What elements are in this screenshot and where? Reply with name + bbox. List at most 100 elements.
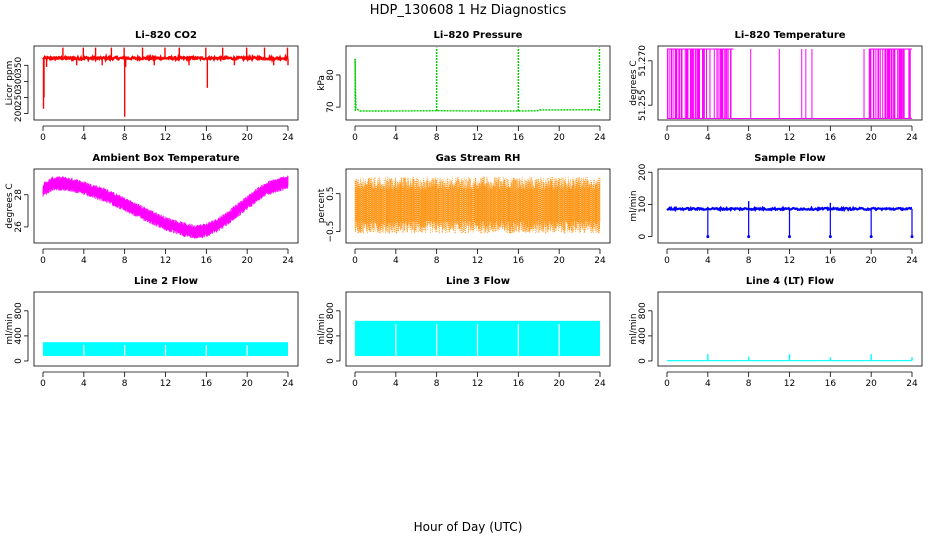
x-tick-label-0: 0 [664,256,670,266]
panel-rh: Gas Stream RH percent 0 4 8 12 16 20 24 −0.5 0.5 [317,153,611,266]
x-tick-label-3: 12 [160,133,171,143]
sample-flow-dip-point-0 [706,235,710,239]
x-tick-label-0: 0 [40,256,46,266]
x-tick-label-1: 4 [705,133,711,143]
x-tick-label-5: 20 [241,256,253,266]
x-tick-label-1: 4 [393,256,399,266]
panel-line4: Line 4 (LT) Flow ml/min 0 4 8 12 16 20 24 0 400 800 [629,276,923,389]
panel-ambient_temp: Ambient Box Temperature degrees C 0 4 8 12 16 2… [5,153,299,266]
sample-flow-dip-point-4 [869,235,873,239]
x-tick-label-4: 16 [825,133,837,143]
x-tick-label-0: 0 [40,133,46,143]
panel-co2: Li–820 CO2 Licor ppm 0 4 8 12 16 20 24 2002503003… [5,30,299,143]
y-tick-label-0: 0 [14,358,24,364]
plot-frame [345,45,611,121]
y-axis-label: degrees C [629,60,639,105]
y-axis-label: ml/min [629,313,639,344]
series-line2 [43,342,288,356]
series-co2 [42,47,289,117]
y-tick-label-2: 800 [326,302,336,319]
x-tick-label-5: 20 [241,133,253,143]
plot-frame [657,168,923,244]
sample-flow-dip-point-5 [910,235,914,239]
series-rh [354,176,601,234]
panel-title: Ambient Box Temperature [92,153,239,164]
panel-pressure: Li–820 Pressure kPa 0 4 8 12 16 20 24 70 80 [317,30,611,143]
x-tick-label-1: 4 [81,379,87,389]
x-tick-label-6: 24 [282,379,294,389]
x-tick-label-4: 16 [513,379,525,389]
x-tick-label-1: 4 [705,379,711,389]
x-tick-label-5: 20 [865,256,877,266]
x-tick-label-5: 20 [553,379,565,389]
panel-title: Line 2 Flow [134,276,198,287]
x-tick-label-5: 20 [553,256,565,266]
x-tick-label-1: 4 [81,133,87,143]
x-tick-label-5: 20 [241,379,253,389]
x-tick-label-3: 12 [160,379,171,389]
x-tick-label-4: 16 [201,256,213,266]
panel-licor_temp: Li–820 Temperature degrees C 0 4 8 12 16 20 24 51… [629,30,923,143]
panel-sample_flow: Sample Flow ml/min 0 4 8 12 16 20 24 0 100 200 [629,153,923,266]
x-tick-label-0: 0 [40,379,46,389]
x-tick-label-1: 4 [81,256,87,266]
y-tick-label-1: 100 [638,196,648,213]
plot-frame [657,291,923,367]
y-tick-label-3: 350 [14,56,24,73]
sample-flow-dip-point-1 [747,235,751,239]
x-tick-label-3: 12 [472,379,483,389]
y-axis-label: Licor ppm [5,61,15,106]
y-tick-label-1: 0.5 [326,187,336,201]
x-tick-label-2: 8 [746,256,752,266]
y-tick-label-2: 300 [14,73,24,90]
y-axis-label: ml/min [629,190,639,221]
y-axis-label: ml/min [317,313,327,344]
x-tick-label-0: 0 [352,133,358,143]
x-tick-label-6: 24 [594,256,606,266]
panel-title: Line 3 Flow [446,276,510,287]
x-tick-label-0: 0 [352,379,358,389]
x-tick-label-2: 8 [122,133,128,143]
plot-frame [345,168,611,244]
panel-title: Li–820 Pressure [434,30,523,41]
y-tick-label-0: 0 [326,358,336,364]
x-tick-label-3: 12 [784,379,795,389]
y-tick-label-1: 80 [326,69,336,81]
x-tick-label-6: 24 [594,379,606,389]
sample-flow-dip-point-3 [828,235,832,239]
plot-frame [33,45,299,121]
series-sample_flow [666,201,914,239]
x-tick-label-4: 16 [513,133,525,143]
y-tick-label-0: 70 [326,101,336,113]
y-axis-label: ml/min [5,313,15,344]
x-tick-label-5: 20 [865,133,877,143]
panel-title: Li–820 CO2 [135,30,197,41]
x-tick-label-2: 8 [122,379,128,389]
y-tick-label-2: 800 [638,302,648,319]
x-tick-label-4: 16 [825,379,837,389]
y-tick-label-1: 250 [14,89,24,106]
figure-title: HDP_130608 1 Hz Diagnostics [370,3,567,18]
x-tick-label-2: 8 [434,379,440,389]
x-tick-label-2: 8 [434,256,440,266]
x-tick-label-1: 4 [705,256,711,266]
y-tick-label-1: 400 [326,327,336,344]
x-tick-label-0: 0 [664,379,670,389]
panel-title: Sample Flow [754,153,826,164]
panel-line3: Line 3 Flow ml/min 0 4 8 12 16 20 24 0 400 800 [317,276,611,389]
y-tick-label-1: 28 [14,189,24,201]
series-pressure [354,47,601,112]
y-tick-label-0: 0 [638,358,648,364]
y-tick-label-0: 0 [638,233,648,239]
plot-frame [657,45,923,121]
series-line4 [667,354,913,362]
x-tick-label-4: 16 [513,256,525,266]
x-tick-label-0: 0 [664,133,670,143]
panel-title: Gas Stream RH [436,153,521,164]
x-tick-label-2: 8 [122,256,128,266]
x-tick-label-2: 8 [434,133,440,143]
y-axis-label: kPa [317,75,327,91]
x-tick-label-6: 24 [906,133,918,143]
sample-flow-dip-point-2 [788,235,791,239]
